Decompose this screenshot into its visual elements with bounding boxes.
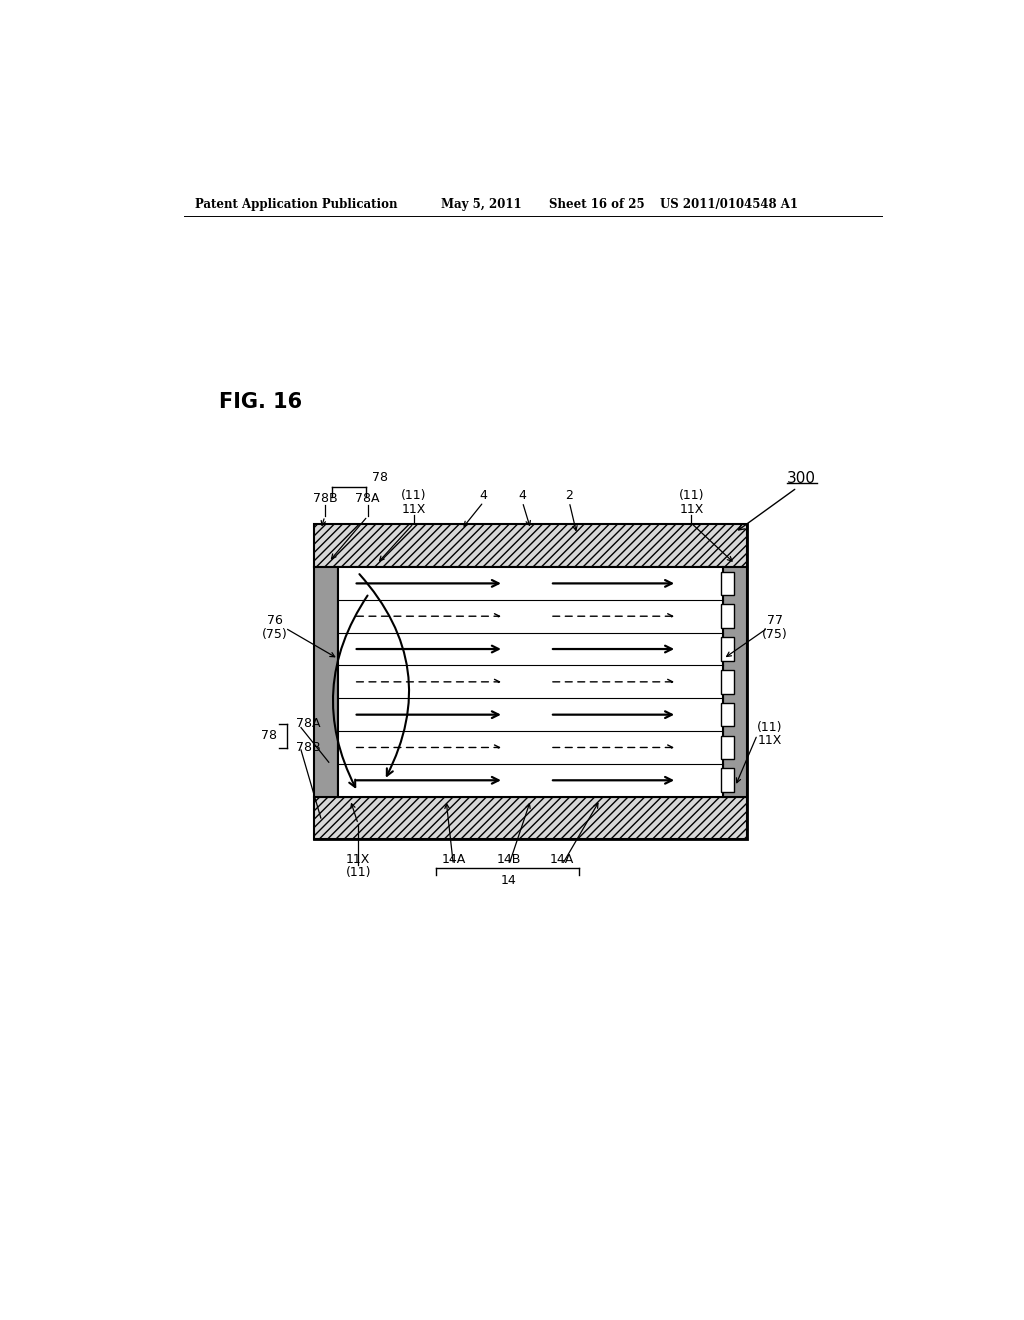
Text: 78: 78 xyxy=(261,729,278,742)
Text: 14: 14 xyxy=(501,874,517,887)
Bar xyxy=(721,671,733,693)
Text: 11X: 11X xyxy=(401,503,426,516)
Text: 4: 4 xyxy=(479,490,487,503)
Bar xyxy=(721,768,733,792)
Text: 11X: 11X xyxy=(758,734,781,747)
Text: 14A: 14A xyxy=(550,853,574,866)
Text: US 2011/0104548 A1: US 2011/0104548 A1 xyxy=(659,198,798,211)
Bar xyxy=(314,797,748,840)
Text: (75): (75) xyxy=(262,627,288,640)
Bar xyxy=(314,568,338,797)
Text: 78B: 78B xyxy=(296,742,321,755)
Text: (11): (11) xyxy=(401,490,426,503)
Text: 14A: 14A xyxy=(441,853,466,866)
Text: 300: 300 xyxy=(786,471,816,486)
Text: Sheet 16 of 25: Sheet 16 of 25 xyxy=(549,198,644,211)
Text: 11X: 11X xyxy=(679,503,703,516)
Bar xyxy=(721,702,733,726)
Text: (11): (11) xyxy=(679,490,705,503)
Text: 14B: 14B xyxy=(497,853,521,866)
Bar xyxy=(723,568,748,797)
Bar xyxy=(314,524,748,840)
Bar xyxy=(721,605,733,628)
Text: 76: 76 xyxy=(267,614,283,627)
Bar xyxy=(721,735,733,759)
Text: 78A: 78A xyxy=(296,717,321,730)
Text: 77: 77 xyxy=(767,614,782,627)
Text: (11): (11) xyxy=(758,721,782,734)
Text: May 5, 2011: May 5, 2011 xyxy=(441,198,522,211)
Text: 2: 2 xyxy=(565,490,573,503)
Text: 11X: 11X xyxy=(346,853,371,866)
Text: 4: 4 xyxy=(518,490,526,503)
Text: Patent Application Publication: Patent Application Publication xyxy=(196,198,398,211)
Bar xyxy=(721,572,733,595)
Text: (11): (11) xyxy=(345,866,371,879)
Text: 78: 78 xyxy=(373,471,388,483)
Text: 78B: 78B xyxy=(312,492,337,506)
Bar xyxy=(314,524,748,568)
Bar xyxy=(721,638,733,661)
Text: FIG. 16: FIG. 16 xyxy=(219,392,302,412)
Text: 78A: 78A xyxy=(355,492,380,506)
Text: (75): (75) xyxy=(762,627,787,640)
Bar xyxy=(338,568,723,797)
